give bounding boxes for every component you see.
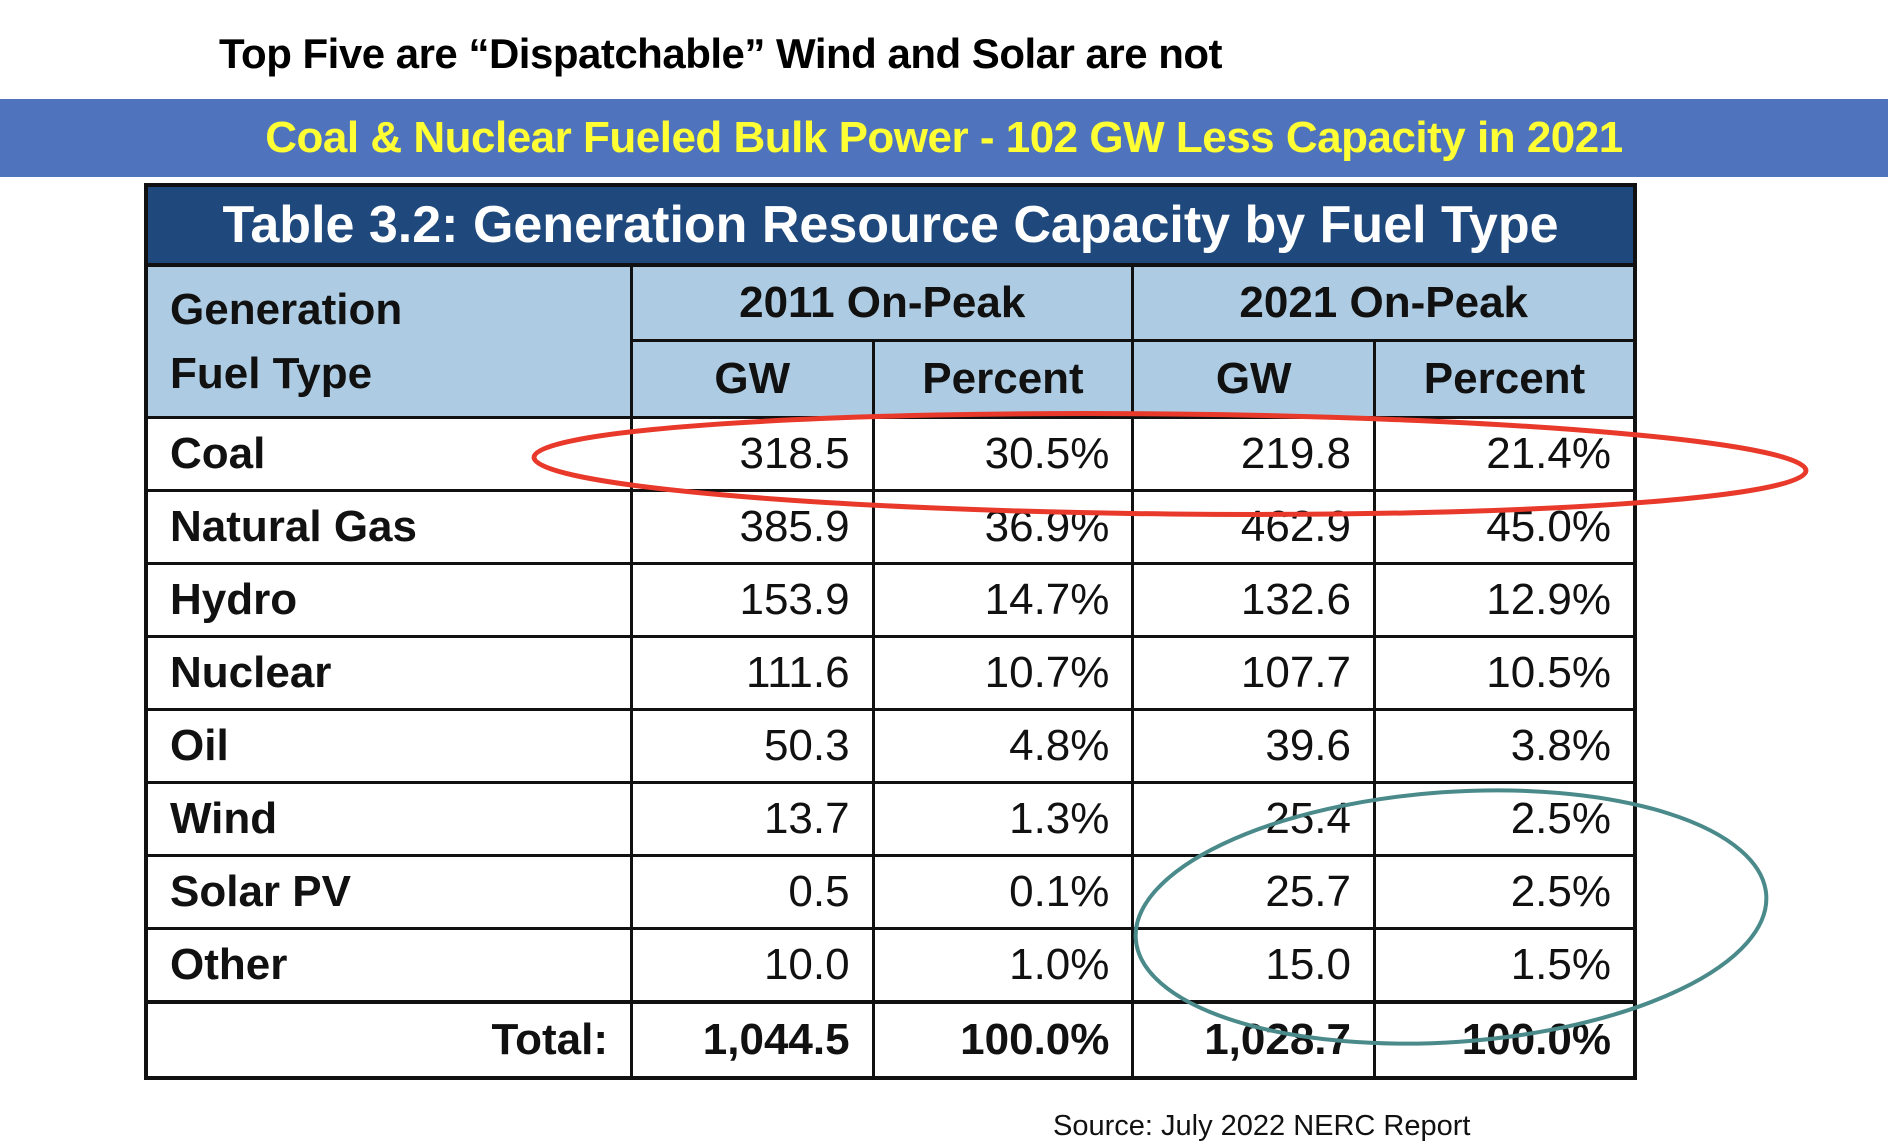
cell-value: 39.6 [1131, 708, 1376, 784]
cell-value: 2.5% [1373, 781, 1637, 857]
table-row: Other 10.0 1.0% 15.0 1.5% [144, 927, 1637, 1004]
table-row: Hydro 153.9 14.7% 132.6 12.9% [144, 562, 1637, 638]
fuel-name: Oil [144, 708, 633, 784]
col-header: Percent [1373, 339, 1637, 419]
cell-value: 13.7 [630, 781, 875, 857]
col-header: Percent [871, 339, 1135, 419]
cell-value: 111.6 [630, 635, 875, 711]
total-row: Total: 1,044.5 100.0% 1,028.7 100.0% [144, 1000, 1637, 1080]
table-row: Natural Gas 385.9 36.9% 462.9 45.0% [144, 489, 1637, 565]
group-header-2021: 2021 On-Peak [1131, 263, 1637, 342]
cell-value: 36.9% [871, 489, 1135, 565]
cell-value: 50.3 [630, 708, 875, 784]
fuel-name: Solar PV [144, 854, 633, 930]
fuel-type-header: Generation Fuel Type [144, 263, 633, 419]
cell-value: 0.5 [630, 854, 875, 930]
fuel-name: Natural Gas [144, 489, 633, 565]
cell-value: 318.5 [630, 416, 875, 492]
cell-value: 219.8 [1131, 416, 1376, 492]
table-row: Nuclear 111.6 10.7% 107.7 10.5% [144, 635, 1637, 711]
cell-value: 30.5% [871, 416, 1135, 492]
fuel-name: Wind [144, 781, 633, 857]
total-value: 1,028.7 [1131, 1000, 1376, 1080]
cell-value: 1.5% [1373, 927, 1637, 1004]
col-header: GW [1131, 339, 1376, 419]
cell-value: 0.1% [871, 854, 1135, 930]
table-title: Table 3.2: Generation Resource Capacity … [144, 183, 1637, 267]
total-value: 1,044.5 [630, 1000, 875, 1080]
cell-value: 15.0 [1131, 927, 1376, 1004]
cell-value: 4.8% [871, 708, 1135, 784]
banner: Coal & Nuclear Fueled Bulk Power - 102 G… [0, 99, 1888, 177]
banner-text: Coal & Nuclear Fueled Bulk Power - 102 G… [265, 113, 1623, 162]
cell-value: 107.7 [1131, 635, 1376, 711]
fuel-name: Nuclear [144, 635, 633, 711]
capacity-table: Table 3.2: Generation Resource Capacity … [144, 183, 1637, 1080]
fuel-name: Hydro [144, 562, 633, 638]
total-value: 100.0% [1373, 1000, 1637, 1080]
cell-value: 132.6 [1131, 562, 1376, 638]
cell-value: 25.7 [1131, 854, 1376, 930]
fuel-name: Other [144, 927, 633, 1004]
cell-value: 385.9 [630, 489, 875, 565]
cell-value: 153.9 [630, 562, 875, 638]
cell-value: 10.7% [871, 635, 1135, 711]
cell-value: 3.8% [1373, 708, 1637, 784]
group-header-2011: 2011 On-Peak [629, 263, 1135, 342]
cell-value: 45.0% [1373, 489, 1637, 565]
cell-value: 12.9% [1373, 562, 1637, 638]
total-label: Total: [144, 1000, 633, 1080]
source-note: Source: July 2022 NERC Report [1053, 1110, 1471, 1142]
cell-value: 1.3% [871, 781, 1135, 857]
table-row: Coal 318.5 30.5% 219.8 21.4% [144, 416, 1637, 492]
cell-value: 1.0% [871, 927, 1135, 1004]
total-value: 100.0% [871, 1000, 1135, 1080]
col-header: GW [630, 339, 875, 419]
table-row: Solar PV 0.5 0.1% 25.7 2.5% [144, 854, 1637, 930]
cell-value: 25.4 [1131, 781, 1376, 857]
table-row: Oil 50.3 4.8% 39.6 3.8% [144, 708, 1637, 784]
cell-value: 10.0 [630, 927, 875, 1004]
cell-value: 21.4% [1373, 416, 1637, 492]
cell-value: 14.7% [871, 562, 1135, 638]
cell-value: 10.5% [1373, 635, 1637, 711]
headline: Top Five are “Dispatchable” Wind and Sol… [219, 30, 1223, 77]
table-row: Wind 13.7 1.3% 25.4 2.5% [144, 781, 1637, 857]
cell-value: 462.9 [1131, 489, 1376, 565]
cell-value: 2.5% [1373, 854, 1637, 930]
fuel-name: Coal [144, 416, 633, 492]
